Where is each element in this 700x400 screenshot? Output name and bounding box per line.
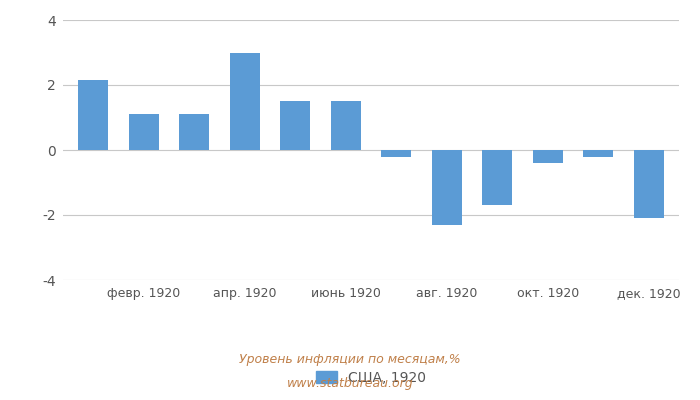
Bar (330, 101, 361, 150)
Bar (432, 150, 462, 225)
Legend: США, 1920: США, 1920 (311, 365, 431, 390)
Bar (179, 114, 209, 150)
Bar (129, 114, 159, 150)
Bar (381, 150, 412, 156)
Bar (533, 150, 563, 163)
Bar (78, 80, 108, 150)
Bar (482, 150, 512, 205)
Text: Уровень инфляции по месяцам,%: Уровень инфляции по месяцам,% (239, 354, 461, 366)
Bar (634, 150, 664, 218)
Bar (230, 52, 260, 150)
Text: www.statbureau.org: www.statbureau.org (287, 378, 413, 390)
Bar (280, 101, 310, 150)
Bar (583, 150, 613, 156)
